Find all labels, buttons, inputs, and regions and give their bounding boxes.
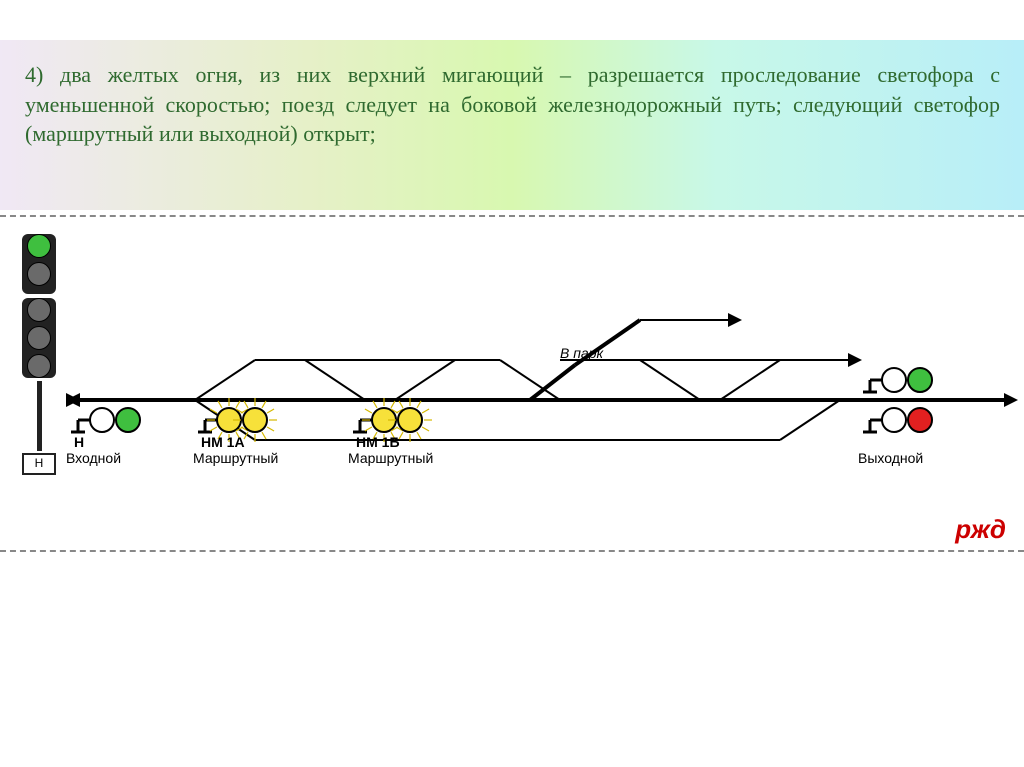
label: Выходной xyxy=(858,450,923,466)
signal-exit1 xyxy=(863,368,932,392)
track-svg xyxy=(0,215,1024,555)
label: Маршрутный xyxy=(348,450,433,466)
label: Маршрутный xyxy=(193,450,278,466)
label: НМ 1А xyxy=(201,434,245,450)
description-text: 4) два желтых огня, из них верхний мигаю… xyxy=(25,60,1000,149)
track-diagram: Н НВходнойНМ 1АМаршрутныйНМ 1БМаршрутный… xyxy=(0,215,1024,555)
label: Входной xyxy=(66,450,121,466)
label: Н xyxy=(74,434,84,450)
signal-exit2 xyxy=(863,408,932,432)
label: В парк xyxy=(560,345,603,361)
label: НМ 1Б xyxy=(356,434,400,450)
rzd-logo: ржд xyxy=(955,514,1006,545)
signal-entry xyxy=(71,408,140,432)
